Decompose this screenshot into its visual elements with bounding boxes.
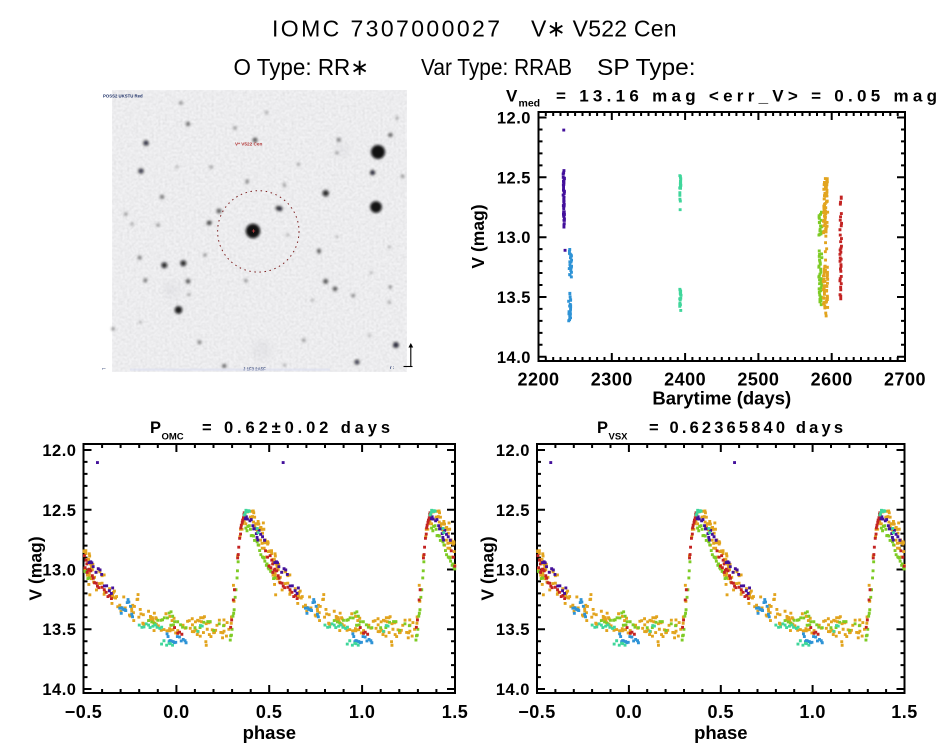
svg-text:= 0.62365840 days: = 0.62365840 days <box>649 419 843 437</box>
svg-text:,..: ,.. <box>102 365 106 370</box>
svg-text:13.5: 13.5 <box>497 289 531 307</box>
svg-text:med: med <box>519 97 541 109</box>
svg-text:VSX: VSX <box>609 432 629 443</box>
svg-text:0.5: 0.5 <box>708 702 735 722</box>
svg-text:V: V <box>506 87 518 106</box>
svg-text:2600: 2600 <box>811 370 853 390</box>
svg-text:2400: 2400 <box>664 370 706 390</box>
svg-text:phase: phase <box>694 722 747 743</box>
svg-text:POSS2 UKSTU Red: POSS2 UKSTU Red <box>103 94 143 99</box>
svg-text:−0.5: −0.5 <box>518 702 556 722</box>
svg-text:−0.5: −0.5 <box>65 702 103 722</box>
svg-text:OMC: OMC <box>162 432 184 443</box>
svg-text:0.5: 0.5 <box>256 702 283 722</box>
svg-text:1.5: 1.5 <box>442 702 469 722</box>
svg-text:12.5: 12.5 <box>496 502 530 520</box>
svg-text:2500: 2500 <box>737 370 779 390</box>
svg-text:14.0: 14.0 <box>497 349 531 367</box>
svg-text:2200: 2200 <box>517 370 559 390</box>
svg-text:12.0: 12.0 <box>42 442 76 460</box>
svg-text:0.0: 0.0 <box>616 702 643 722</box>
svg-text:1.0: 1.0 <box>349 702 376 722</box>
svg-text:V (mag): V (mag) <box>468 204 488 268</box>
svg-text:12.5: 12.5 <box>42 502 76 520</box>
svg-text:IOMC 7307000027: IOMC 7307000027 <box>272 16 500 42</box>
svg-text:13.0: 13.0 <box>42 562 76 580</box>
svg-text:V∗ V522 Cen: V∗ V522 Cen <box>531 16 677 42</box>
svg-text:phase: phase <box>243 722 296 743</box>
svg-text:V (mag): V (mag) <box>478 536 498 600</box>
svg-text:P: P <box>150 419 161 437</box>
svg-text:r :: r : <box>390 365 395 370</box>
svg-text:1.0: 1.0 <box>799 702 826 722</box>
svg-text:V* V522 Cen: V* V522 Cen <box>235 142 262 147</box>
svg-text:13.0: 13.0 <box>497 229 531 247</box>
svg-text:14.0: 14.0 <box>42 681 76 699</box>
svg-text:2300: 2300 <box>591 370 633 390</box>
svg-text:P: P <box>597 419 608 437</box>
svg-text:12.5: 12.5 <box>497 169 531 187</box>
svg-text:Barytime (days): Barytime (days) <box>652 388 791 409</box>
svg-text:1.5: 1.5 <box>891 702 918 722</box>
svg-text:V (mag): V (mag) <box>26 536 46 600</box>
svg-text:12.0: 12.0 <box>497 110 531 128</box>
svg-text:SP Type:: SP Type: <box>597 54 696 80</box>
svg-text:13.5: 13.5 <box>42 621 76 639</box>
svg-text:14.0: 14.0 <box>496 681 530 699</box>
svg-text:13.5: 13.5 <box>496 621 530 639</box>
svg-text:O Type: RR∗: O Type: RR∗ <box>234 54 370 80</box>
svg-text:2700: 2700 <box>884 370 926 390</box>
svg-text:13.0: 13.0 <box>496 562 530 580</box>
svg-text:12.0: 12.0 <box>496 442 530 460</box>
svg-text:Var Type: RRAB: Var Type: RRAB <box>421 54 572 80</box>
svg-text:0.0: 0.0 <box>163 702 190 722</box>
